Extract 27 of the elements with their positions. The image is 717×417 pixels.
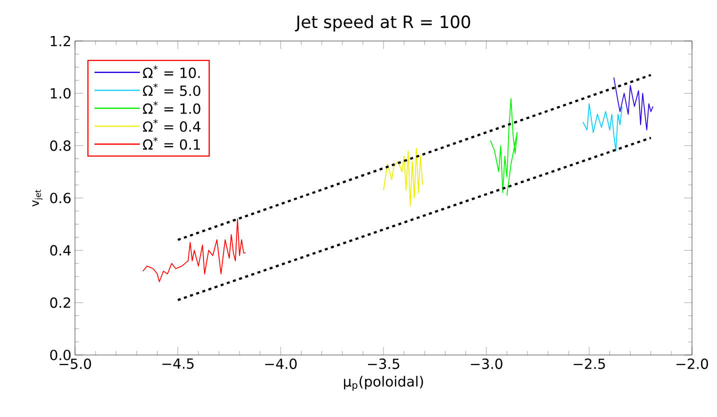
x-tick-label: −4.5 [162,358,194,369]
line-series [613,77,654,130]
y-tick-label: 0.2 [50,297,70,308]
x-tick-label: −5.0 [60,358,92,370]
y-tick-label: 0.6 [50,192,71,204]
line-series [383,148,424,206]
y-axis-title: v$_{jet}$ [32,190,42,207]
x-tick-label: −4.0 [265,358,297,370]
y-tick-label: 0.8 [50,140,71,151]
y-tick-label: 0.4 [50,245,71,256]
x-tick-label: −3.0 [470,358,502,370]
chart-title: Jet speed at R = 100 [294,15,470,32]
x-axis-title: μ$_{p}$(poloidal) [344,376,424,391]
x-tick-label: −2.5 [574,358,605,370]
y-tick-label: 1.2 [50,36,70,46]
legend-label: Ω$^{*}$ = 10. [142,65,200,78]
x-tick-label: −2.0 [676,358,708,370]
line-series [582,103,623,152]
x-tick-label: −3.5 [368,358,400,370]
legend-label: Ω$^{*}$ = 5.0 [142,83,200,96]
line-series [490,98,518,196]
y-tick-label: 0.0 [50,350,71,360]
legend-label: Ω$^{*}$ = 0.4 [142,119,200,132]
legend-label: Ω$^{*}$ = 1.0 [142,101,200,114]
line-series [142,218,246,282]
y-tick-label: 1.0 [50,88,71,99]
legend-label: Ω$^{*}$ = 0.1 [142,137,200,150]
